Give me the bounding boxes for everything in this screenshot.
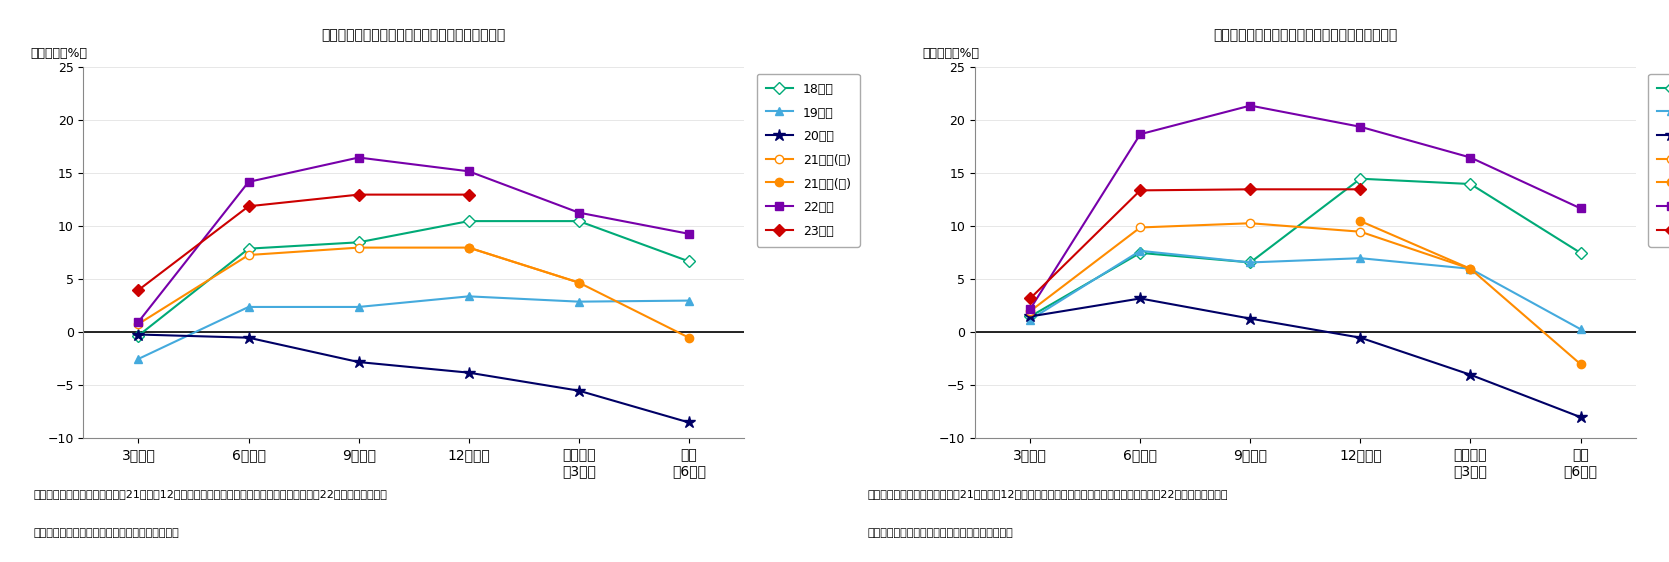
18年度 <box>129 332 149 339</box>
21年度(新) <box>1460 265 1480 272</box>
Title: （図表１２）　設備投資計画（全規模・全産業）: （図表１２） 設備投資計画（全規模・全産業） <box>322 29 506 43</box>
23年度 <box>239 203 259 210</box>
20年度 <box>1571 414 1591 420</box>
20年度 <box>1020 313 1040 320</box>
22年度 <box>459 168 479 175</box>
20年度 <box>679 419 699 426</box>
18年度 <box>1020 313 1040 320</box>
21年度(新) <box>1571 361 1591 368</box>
Line: 18年度: 18年度 <box>1026 175 1586 321</box>
18年度 <box>1130 250 1150 256</box>
19年度 <box>1130 247 1150 254</box>
19年度 <box>1571 326 1591 333</box>
23年度 <box>1130 187 1150 194</box>
Line: 23年度: 23年度 <box>134 191 472 294</box>
Text: （前年比、%）: （前年比、%） <box>30 47 87 60</box>
21年度(旧) <box>129 320 149 327</box>
Text: （注）リース会計対応ベース。21年度分12月調査は新旧併記、実績見込み以降は新ベース、22年度分は新ベース: （注）リース会計対応ベース。21年度分12月調査は新旧併記、実績見込み以降は新ベ… <box>33 489 387 499</box>
18年度 <box>349 239 369 246</box>
20年度 <box>239 334 259 341</box>
21年度(旧) <box>569 279 589 286</box>
23年度 <box>459 191 479 198</box>
20年度 <box>129 331 149 338</box>
22年度 <box>1240 102 1260 109</box>
21年度(新) <box>1350 217 1370 224</box>
Legend: 18年度, 19年度, 20年度, 21年度(旧), 21年度(新), 22年度, 23年度: 18年度, 19年度, 20年度, 21年度(旧), 21年度(新), 22年度… <box>756 74 860 247</box>
19年度 <box>1240 259 1260 266</box>
20年度 <box>569 387 589 394</box>
21年度(旧) <box>349 244 369 251</box>
20年度 <box>1130 295 1150 302</box>
20年度 <box>1350 334 1370 341</box>
18年度 <box>1240 259 1260 266</box>
18年度 <box>1460 180 1480 187</box>
18年度 <box>1571 250 1591 256</box>
22年度 <box>1130 131 1150 138</box>
19年度 <box>679 297 699 304</box>
19年度 <box>129 356 149 362</box>
22年度 <box>349 154 369 161</box>
Line: 22年度: 22年度 <box>1026 101 1586 313</box>
18年度 <box>1350 175 1370 182</box>
22年度 <box>1020 306 1040 312</box>
Line: 21年度(旧): 21年度(旧) <box>134 243 582 328</box>
20年度 <box>349 359 369 365</box>
18年度 <box>679 258 699 265</box>
Line: 19年度: 19年度 <box>134 292 693 363</box>
21年度(旧) <box>239 252 259 259</box>
22年度 <box>1460 154 1480 161</box>
19年度 <box>239 303 259 310</box>
22年度 <box>129 319 149 325</box>
Line: 18年度: 18年度 <box>134 217 693 339</box>
18年度 <box>239 245 259 252</box>
18年度 <box>459 217 479 224</box>
Text: （資料）日本銀行「全国企業短期経済観測調査」: （資料）日本銀行「全国企業短期経済観測調査」 <box>868 528 1013 538</box>
19年度 <box>459 293 479 300</box>
18年度 <box>569 217 589 224</box>
22年度 <box>1350 124 1370 130</box>
Line: 21年度(旧): 21年度(旧) <box>1026 219 1475 315</box>
23年度 <box>129 287 149 293</box>
23年度 <box>1240 186 1260 193</box>
Line: 20年度: 20年度 <box>132 328 696 429</box>
23年度 <box>1350 186 1370 193</box>
Line: 19年度: 19年度 <box>1026 247 1586 333</box>
20年度 <box>1240 315 1260 322</box>
Line: 21年度(新): 21年度(新) <box>1357 217 1586 368</box>
Text: （前年比、%）: （前年比、%） <box>923 47 980 60</box>
23年度 <box>349 191 369 198</box>
19年度 <box>1350 255 1370 261</box>
Text: （注）リース会計対応ベース。21年度分は12月調査は新旧併記、実績見込み以降は新ベース、22年度分は新ベース: （注）リース会計対応ベース。21年度分は12月調査は新旧併記、実績見込み以降は新… <box>868 489 1228 499</box>
21年度(旧) <box>1240 220 1260 226</box>
21年度(旧) <box>1020 308 1040 315</box>
21年度(新) <box>569 279 589 286</box>
21年度(旧) <box>1350 228 1370 235</box>
Line: 22年度: 22年度 <box>134 153 693 326</box>
19年度 <box>1020 316 1040 323</box>
21年度(旧) <box>459 244 479 251</box>
21年度(旧) <box>1130 224 1150 231</box>
Line: 23年度: 23年度 <box>1026 185 1365 302</box>
20年度 <box>459 369 479 376</box>
Title: （図表１３）　設備投資計画（大企業・全産業）: （図表１３） 設備投資計画（大企業・全産業） <box>1213 29 1397 43</box>
Line: 21年度(新): 21年度(新) <box>464 243 693 342</box>
19年度 <box>1460 265 1480 272</box>
22年度 <box>569 209 589 216</box>
23年度 <box>1020 295 1040 302</box>
22年度 <box>679 230 699 237</box>
21年度(旧) <box>1460 265 1480 272</box>
22年度 <box>239 179 259 185</box>
Text: （資料）日本銀行「全国企業短期経済観測調査」: （資料）日本銀行「全国企業短期経済観測調査」 <box>33 528 179 538</box>
21年度(新) <box>459 244 479 251</box>
22年度 <box>1571 205 1591 212</box>
19年度 <box>569 298 589 305</box>
21年度(新) <box>679 334 699 341</box>
19年度 <box>349 303 369 310</box>
20年度 <box>1460 371 1480 378</box>
Line: 20年度: 20年度 <box>1023 292 1587 423</box>
Legend: 18年度, 19年度, 20年度, 21年度(旧), 21年度(新), 22年度, 23年度: 18年度, 19年度, 20年度, 21年度(旧), 21年度(新), 22年度… <box>1649 74 1669 247</box>
